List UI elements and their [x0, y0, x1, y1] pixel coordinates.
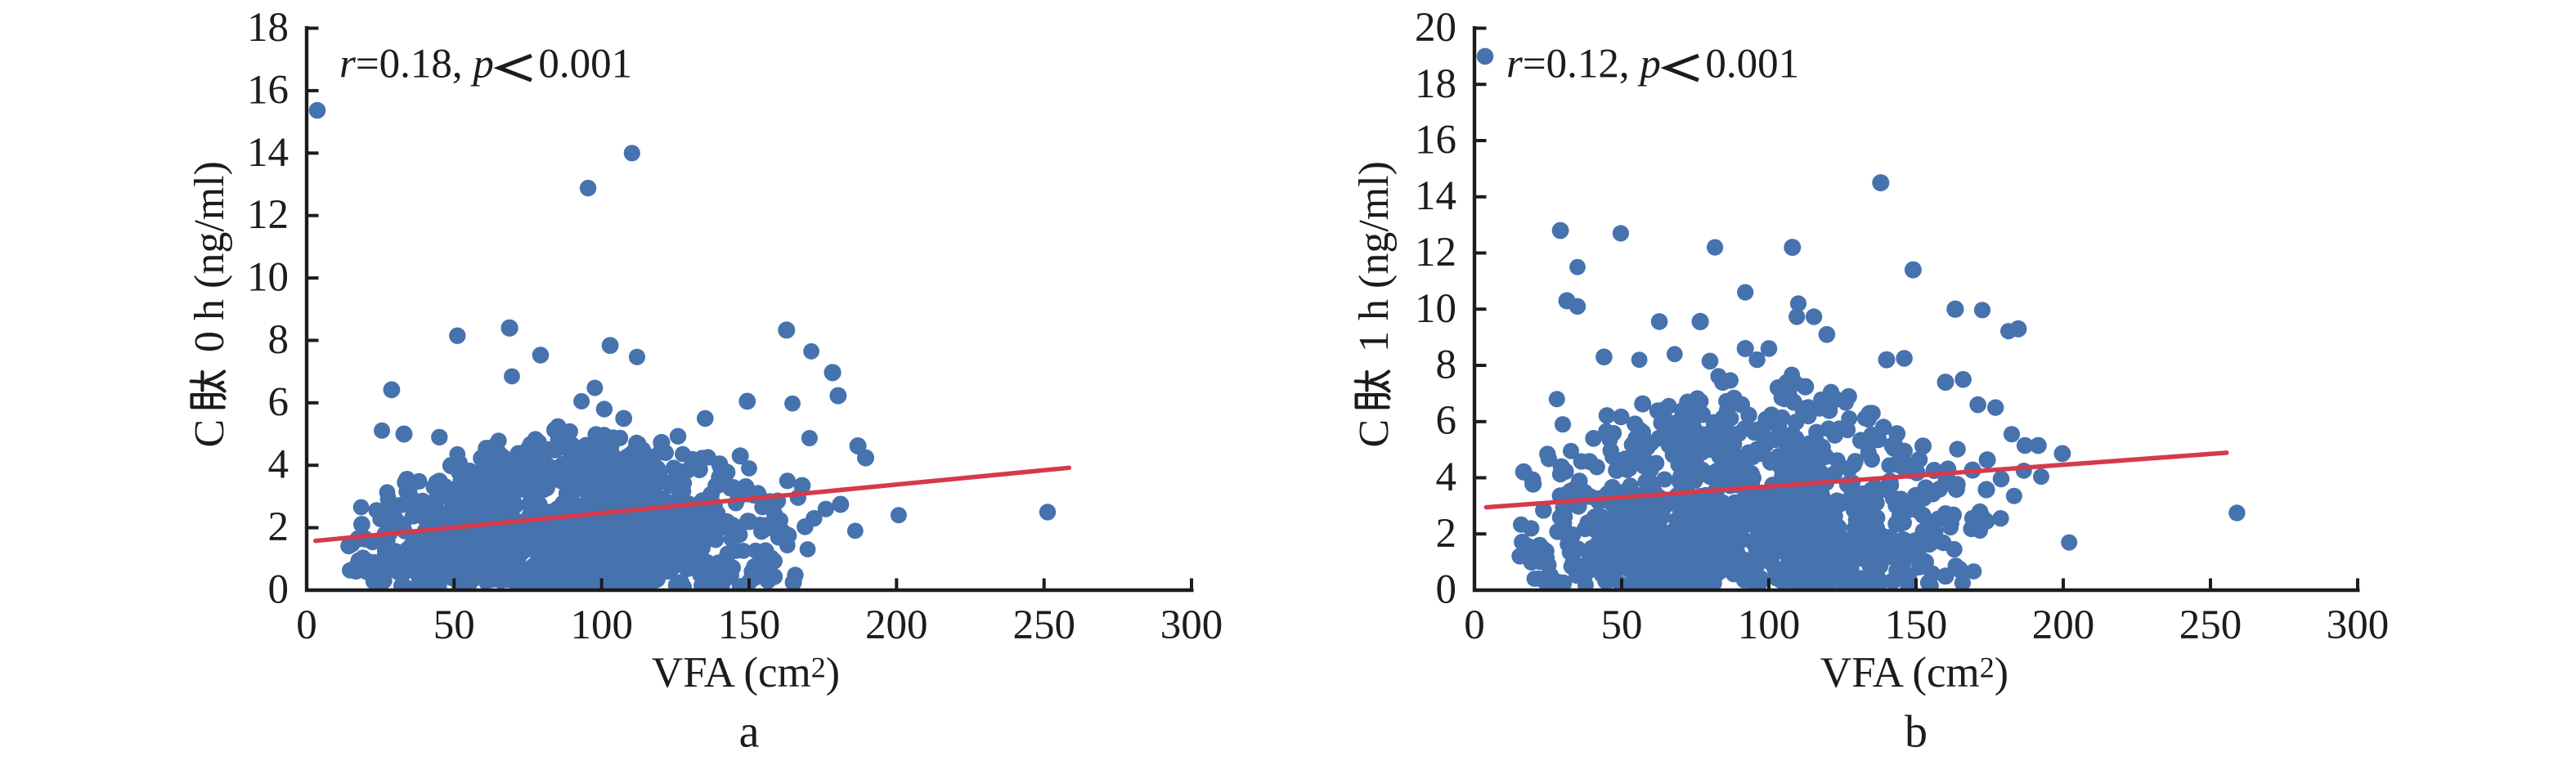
svg-text:20: 20: [1415, 5, 1456, 51]
svg-text:14: 14: [247, 130, 289, 176]
svg-text:0: 0: [1436, 567, 1457, 613]
svg-text:150: 150: [1885, 602, 1948, 648]
svg-text:18: 18: [1415, 61, 1456, 107]
svg-text:14: 14: [1415, 173, 1456, 219]
svg-text:2: 2: [268, 504, 289, 550]
svg-text:10: 10: [1415, 286, 1456, 332]
svg-text:300: 300: [1160, 602, 1223, 648]
svg-text:50: 50: [1601, 602, 1643, 648]
svg-text:b: b: [1905, 707, 1928, 758]
svg-text:300: 300: [2327, 602, 2390, 648]
svg-text:4: 4: [1436, 454, 1457, 500]
svg-text:1 h (ng/ml): 1 h (ng/ml): [1351, 161, 1398, 352]
svg-text:0: 0: [296, 602, 317, 648]
svg-text:2: 2: [1436, 511, 1457, 557]
svg-text:C: C: [186, 419, 233, 448]
svg-text:0.001: 0.001: [1705, 42, 1799, 87]
svg-text:200: 200: [865, 602, 928, 648]
svg-text:12: 12: [1415, 230, 1456, 275]
svg-text:250: 250: [2179, 602, 2242, 648]
svg-text:12: 12: [247, 192, 289, 238]
svg-text:4: 4: [268, 442, 289, 488]
svg-text:r=0.18, p: r=0.18, p: [339, 42, 494, 87]
svg-text:250: 250: [1012, 602, 1075, 648]
svg-text:r=0.12, p: r=0.12, p: [1506, 42, 1661, 87]
svg-text:VFA (cm2): VFA (cm2): [652, 649, 840, 696]
svg-text:100: 100: [1738, 602, 1801, 648]
svg-text:6: 6: [268, 379, 289, 425]
svg-text:100: 100: [570, 602, 633, 648]
svg-text:18: 18: [247, 5, 289, 51]
svg-text:150: 150: [718, 602, 781, 648]
svg-text:0: 0: [1464, 602, 1485, 648]
svg-text:0.001: 0.001: [538, 42, 632, 87]
svg-text:8: 8: [1436, 342, 1457, 388]
svg-text:C: C: [1351, 419, 1398, 448]
svg-text:0: 0: [268, 567, 289, 613]
svg-text:16: 16: [247, 67, 289, 113]
svg-text:0 h (ng/ml): 0 h (ng/ml): [186, 161, 233, 352]
svg-text:10: 10: [247, 255, 289, 301]
svg-text:6: 6: [1436, 398, 1457, 444]
svg-text:200: 200: [2032, 602, 2095, 648]
svg-text:50: 50: [433, 602, 475, 648]
svg-text:a: a: [739, 707, 760, 758]
svg-text:8: 8: [268, 317, 289, 363]
svg-text:16: 16: [1415, 118, 1456, 163]
svg-text:VFA (cm2): VFA (cm2): [1820, 649, 2008, 696]
